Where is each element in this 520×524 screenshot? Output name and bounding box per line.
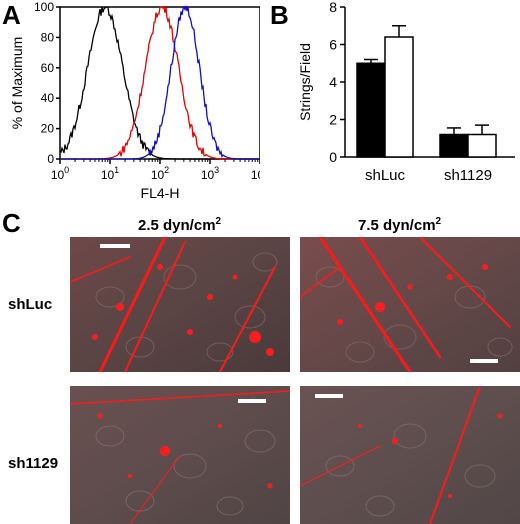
row-label-shluc: shLuc xyxy=(8,296,53,313)
micrograph-sh1129-7-5 xyxy=(300,386,520,524)
column-header-low-shear-text: 2.5 dyn/cm xyxy=(138,217,216,234)
row-label-sh1129: sh1129 xyxy=(8,455,59,472)
scale-bar xyxy=(100,244,130,248)
histogram-series-black xyxy=(59,6,260,160)
column-header-high-shear-text: 7.5 dyn/cm xyxy=(358,217,436,234)
histogram-y-tick-label: 60 xyxy=(41,61,55,75)
bar-chart-y-tick-label: 0 xyxy=(329,149,337,165)
histogram-x-ticks: 100 101 102 103 104 xyxy=(51,159,260,182)
bar-chart-bars xyxy=(356,25,497,158)
bar-chart-y-tick-label: 2 xyxy=(329,112,337,128)
bar xyxy=(467,133,497,158)
bar xyxy=(384,36,414,158)
bar-chart-y-axis-label: Strings/Field xyxy=(297,43,313,121)
column-header-low-shear: 2.5 dyn/cm2 xyxy=(138,216,221,234)
bar-chart-category-label: sh1129 xyxy=(444,167,492,184)
panel-letter-c: C xyxy=(2,208,21,238)
bar-chart: 0 2 4 6 8 shLuc sh1129 Strings/Field xyxy=(297,0,515,184)
bar-chart-y-tick-label: 4 xyxy=(329,74,337,90)
bar-chart-category-label: shLuc xyxy=(365,167,406,184)
bar-chart-y-tick-label: 6 xyxy=(329,37,337,53)
bar-chart-y-ticks: 0 2 4 6 8 xyxy=(329,0,345,165)
histogram-y-tick-label: 40 xyxy=(41,91,55,105)
histogram-y-tick-label: 0 xyxy=(47,152,54,166)
histogram-y-ticks: 0 20 40 60 80 100 xyxy=(34,0,60,166)
histogram-x-tick-label: 103 xyxy=(201,165,219,182)
scale-bar xyxy=(315,394,343,398)
histogram-x-tick-label: 101 xyxy=(101,165,119,182)
micrograph-sh1129-2-5 xyxy=(70,386,290,524)
bar-chart-categories: shLuc sh1129 xyxy=(365,167,492,184)
micrograph-shluc-7-5 xyxy=(300,237,520,372)
bar xyxy=(356,62,386,158)
histogram-y-axis-label: % of Maximum xyxy=(9,37,25,130)
bar-chart-y-tick-label: 8 xyxy=(329,0,337,15)
scale-bar xyxy=(470,359,498,363)
histogram-y-tick-label: 20 xyxy=(41,122,55,136)
histogram-y-tick-label: 80 xyxy=(41,30,55,44)
column-header-high-shear: 7.5 dyn/cm2 xyxy=(358,216,441,234)
column-header-high-shear-sup: 2 xyxy=(435,216,442,227)
scale-bar xyxy=(238,399,266,403)
histogram-series-red xyxy=(60,5,260,160)
histogram-x-tick-label: 100 xyxy=(51,165,69,182)
histogram-y-tick-label: 100 xyxy=(34,0,54,14)
histogram-plot-frame xyxy=(59,6,260,160)
histogram-series xyxy=(59,4,260,160)
histogram-series-blue xyxy=(60,4,260,160)
panel-letter-b: B xyxy=(270,0,289,30)
bar xyxy=(439,133,469,158)
histogram-x-tick-label: 102 xyxy=(151,165,169,182)
micrograph-shluc-2-5 xyxy=(70,237,290,372)
panel-letter-a: A xyxy=(2,0,21,30)
histogram-chart: 0 20 40 60 80 100 100 101 102 103 104 % of Maximu… xyxy=(9,0,260,201)
column-header-low-shear-sup: 2 xyxy=(215,216,222,227)
histogram-x-tick-label: 104 xyxy=(251,165,260,182)
histogram-x-axis-label: FL4-H xyxy=(141,185,180,201)
histogram-axes xyxy=(59,6,260,160)
